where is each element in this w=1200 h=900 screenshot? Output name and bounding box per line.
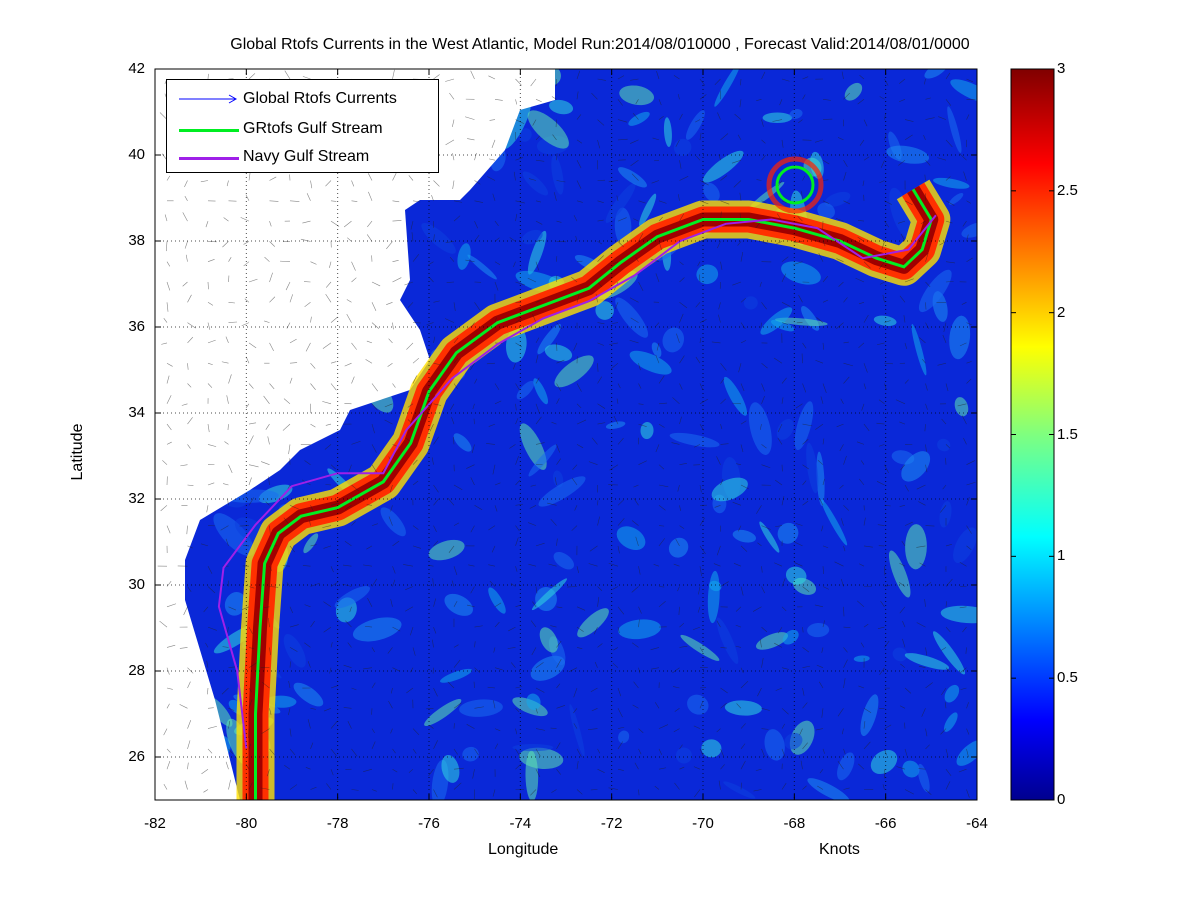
legend-item-grtofs: GRtofs Gulf Stream: [167, 118, 438, 142]
arrow-icon: [179, 94, 238, 104]
y-tick-label: 34: [128, 404, 145, 421]
x-tick-label: -82: [144, 815, 166, 832]
legend: Global Rtofs Currents GRtofs Gulf Stream…: [166, 79, 439, 173]
legend-label: GRtofs Gulf Stream: [243, 120, 383, 137]
current-arrows: [157, 69, 976, 799]
axes-frame: [154, 68, 978, 801]
colorbar-tick-label: 3: [1057, 60, 1066, 77]
x-tick-label: -78: [326, 815, 349, 832]
y-tick-label: 40: [128, 146, 145, 163]
colorbar-tick-label: 0.5: [1057, 669, 1078, 687]
land-mass: [155, 69, 555, 800]
legend-item-navy: Navy Gulf Stream: [167, 146, 438, 170]
warm-core-eddy: [775, 165, 815, 205]
legend-label: Navy Gulf Stream: [243, 148, 370, 165]
colorbar-tick-label: 1: [1057, 547, 1066, 565]
colorbar-tick-label: 2.5: [1057, 181, 1078, 199]
legend-swatch: [179, 157, 239, 160]
colorbar-tick-label: 1.5: [1057, 425, 1078, 443]
x-tick-label: -70: [692, 815, 714, 832]
grtofs-gulf-stream-line: [254, 188, 933, 800]
y-axis-label: Latitude: [69, 423, 86, 481]
colorbar-tick-label: 2: [1057, 303, 1066, 321]
y-tick-label: 26: [128, 748, 145, 765]
legend-item-currents: Global Rtofs Currents: [167, 88, 438, 112]
navy-gulf-stream-line: [217, 214, 937, 749]
legend-swatch: [179, 129, 239, 132]
y-tick-label: 32: [128, 490, 145, 507]
x-tick-label: -68: [783, 815, 806, 832]
y-tick-label: 42: [128, 60, 145, 77]
x-tick-label: -66: [874, 815, 897, 832]
x-axis-label: Longitude: [488, 841, 559, 858]
x-tick-label: -74: [509, 815, 532, 832]
colorbar: [1010, 68, 1055, 801]
x-tick-label: -80: [235, 815, 258, 832]
y-tick-label: 38: [128, 232, 145, 249]
y-tick-label: 36: [128, 318, 145, 335]
x-tick-label: -72: [600, 815, 623, 832]
colorbar-label: Knots: [819, 841, 860, 858]
colorbar-tick-marks: [1011, 68, 1054, 801]
bahamas-land: [165, 760, 215, 800]
legend-label: Global Rtofs Currents: [243, 90, 397, 107]
colorbar-tick-label: 0: [1057, 791, 1066, 808]
axis-tick-marks: [154, 68, 978, 800]
x-tick-label: -76: [418, 815, 440, 832]
y-tick-label: 30: [128, 576, 145, 593]
chart-title: Global Rtofs Currents in the West Atlant…: [230, 36, 970, 53]
x-tick-label: -64: [966, 815, 988, 832]
y-tick-label: 28: [128, 662, 145, 679]
